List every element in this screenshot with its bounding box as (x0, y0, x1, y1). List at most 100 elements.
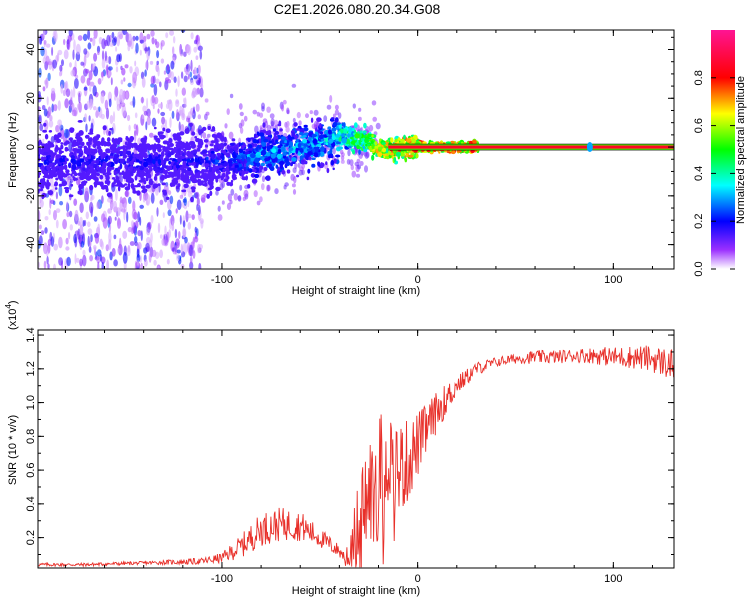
noise-blob (116, 103, 121, 111)
noise-blob (121, 208, 126, 213)
spectral-blob (79, 158, 85, 163)
spectral-blob (64, 157, 68, 162)
noise-blob (92, 245, 97, 250)
spectral-blob (176, 161, 179, 165)
noise-blob (47, 72, 51, 82)
noise-blob (121, 67, 126, 76)
noise-blob (72, 86, 76, 98)
noise-blob (189, 261, 194, 269)
spectral-blob (171, 182, 176, 187)
noise-blob (175, 208, 178, 214)
spectral-blob (165, 174, 171, 179)
spectral-blob (327, 154, 332, 159)
spectral-blob (246, 156, 251, 163)
noise-blob (48, 209, 51, 216)
noise-blob (42, 138, 45, 144)
noise-blob (237, 195, 241, 201)
noise-blob (179, 194, 184, 199)
noise-blob (191, 135, 196, 143)
spectral-blob (234, 164, 239, 168)
spectral-blob (222, 168, 226, 172)
noise-blob (77, 103, 80, 110)
noise-blob (51, 103, 54, 113)
noise-blob (128, 124, 131, 132)
noise-blob (96, 45, 101, 54)
y-tick-label: 20 (25, 92, 37, 104)
spectral-blob (219, 164, 223, 169)
noise-blob (49, 114, 53, 122)
spectrogram-y-axis: -40 -20 0 20 40 (25, 36, 674, 270)
noise-blob (193, 46, 198, 53)
noise-blob (78, 92, 81, 104)
noise-blob (115, 66, 119, 73)
noise-blob (104, 99, 109, 110)
spectral-blob (89, 163, 94, 166)
spectral-blob (255, 154, 261, 158)
noise-blob (51, 87, 56, 94)
noise-blob (110, 201, 114, 208)
spectral-blob (366, 143, 371, 147)
spectral-blob (215, 186, 221, 192)
spectral-blob (400, 151, 404, 157)
spectral-blob (63, 161, 67, 165)
spectral-blob (217, 144, 221, 150)
spectral-blob (197, 178, 202, 183)
spectral-blob (145, 175, 151, 179)
spectral-blob (311, 163, 316, 168)
spectral-blob (142, 188, 148, 193)
spectral-blob (332, 167, 335, 171)
noise-blob (93, 52, 98, 62)
spectral-blob (58, 147, 62, 153)
noise-blob (199, 50, 203, 60)
spectral-blob (157, 137, 161, 144)
noise-blob (146, 33, 151, 40)
noise-blob (157, 222, 161, 234)
noise-blob (167, 190, 172, 196)
spectral-blob (207, 125, 211, 131)
spectral-blob (354, 142, 358, 146)
spectrogram-x-label: Height of straight line (km) (292, 285, 420, 297)
spectral-blob (249, 137, 255, 140)
noise-blob (58, 123, 61, 134)
noise-blob (124, 190, 129, 197)
noise-blob (305, 113, 309, 119)
spectral-blob (302, 139, 308, 144)
spectral-blob (117, 183, 122, 187)
spectral-blob (143, 167, 148, 172)
spectral-blob (48, 162, 54, 167)
spectral-blob (169, 157, 174, 161)
spectral-blob (209, 143, 214, 147)
noise-blob (88, 246, 92, 253)
noise-blob (150, 75, 155, 85)
noise-blob (193, 106, 195, 114)
noise-blob (113, 259, 118, 267)
spectral-blob (301, 159, 304, 163)
noise-blob (39, 35, 43, 45)
spectral-blob (216, 152, 221, 157)
spectral-blob (288, 157, 292, 161)
spectral-blob (144, 152, 147, 157)
noise-blob (116, 35, 120, 47)
noise-blob (197, 64, 201, 75)
noise-blob (157, 66, 160, 77)
spectral-blob (53, 183, 58, 187)
spectral-blob (54, 147, 59, 153)
x-tick-label: 100 (604, 274, 622, 286)
spectral-blob (95, 140, 102, 147)
noise-blob (97, 261, 100, 269)
noise-blob (175, 88, 178, 97)
spectral-blob (160, 160, 164, 166)
spectral-blob (399, 138, 405, 143)
spectral-blob (270, 153, 276, 159)
noise-blob (364, 165, 368, 173)
spectral-blob (264, 157, 270, 162)
noise-blob (38, 106, 41, 111)
noise-blob (150, 232, 153, 243)
noise-blob (195, 103, 200, 112)
spectral-blob (105, 148, 111, 154)
noise-blob (89, 84, 92, 92)
spectral-blob (220, 149, 224, 154)
noise-blob (340, 159, 345, 164)
spectral-blob (157, 183, 161, 187)
noise-blob (100, 256, 106, 264)
